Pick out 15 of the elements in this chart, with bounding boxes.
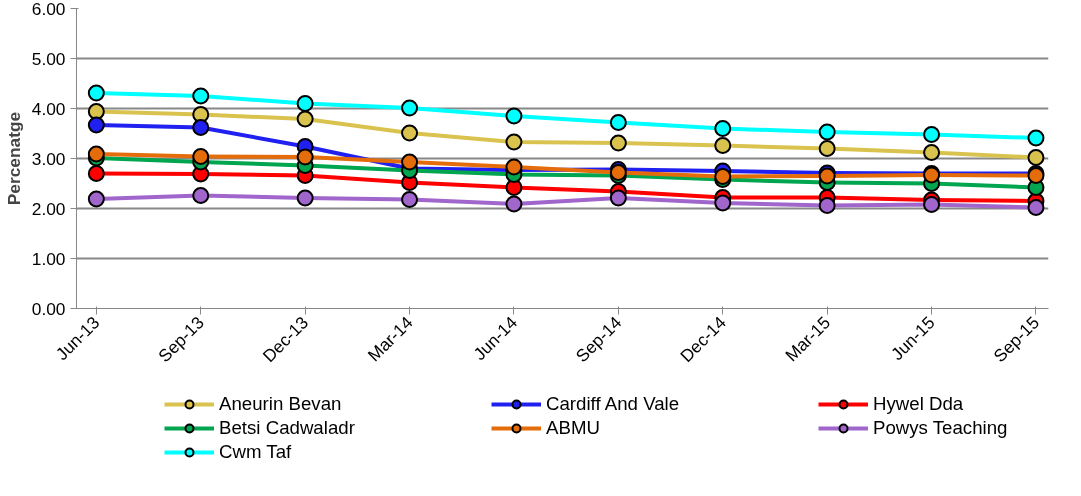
legend-label: Cardiff And Vale [546,393,681,415]
legend-label: Hywel Dda [873,393,965,415]
y-tick-label: 2.00 [31,198,66,219]
legend-label: Powys Teaching [873,417,1009,439]
y-axis-title: Percenatge [3,111,24,206]
y-tick-label: 6.00 [31,0,66,19]
legend-label: ABMU [546,417,601,439]
y-tick-label: 5.00 [31,48,66,69]
legend-label: Cwm Taf [219,441,293,463]
y-tick-label: 4.00 [31,98,66,119]
y-tick-label: 1.00 [31,248,66,269]
y-tick-label: 0.00 [31,298,66,319]
legend-label: Betsi Cadwaladr [219,417,356,439]
y-tick-label: 3.00 [31,148,66,169]
legend-label: Aneurin Bevan [219,393,343,415]
